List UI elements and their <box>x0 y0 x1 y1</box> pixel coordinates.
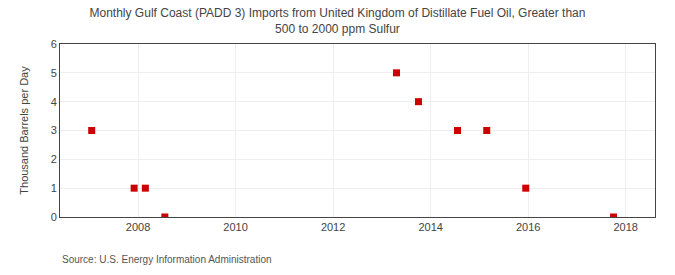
svg-text:Monthly Gulf Coast (PADD 3) Im: Monthly Gulf Coast (PADD 3) Imports from… <box>90 6 586 36</box>
svg-text:2010: 2010 <box>223 221 247 233</box>
svg-text:Source: U.S. Energy Informatio: Source: U.S. Energy Information Administ… <box>62 254 272 265</box>
svg-text:5: 5 <box>51 67 57 79</box>
svg-text:2014: 2014 <box>418 221 442 233</box>
svg-text:2012: 2012 <box>321 221 345 233</box>
svg-text:6: 6 <box>51 38 57 50</box>
svg-text:1: 1 <box>51 182 57 194</box>
svg-text:2018: 2018 <box>613 221 637 233</box>
svg-text:0: 0 <box>51 211 57 223</box>
svg-text:3: 3 <box>51 124 57 136</box>
svg-text:2008: 2008 <box>126 221 150 233</box>
svg-text:2: 2 <box>51 153 57 165</box>
svg-text:Thousand Barrels per Day: Thousand Barrels per Day <box>18 66 30 195</box>
svg-text:4: 4 <box>51 96 57 108</box>
svg-text:2016: 2016 <box>516 221 540 233</box>
